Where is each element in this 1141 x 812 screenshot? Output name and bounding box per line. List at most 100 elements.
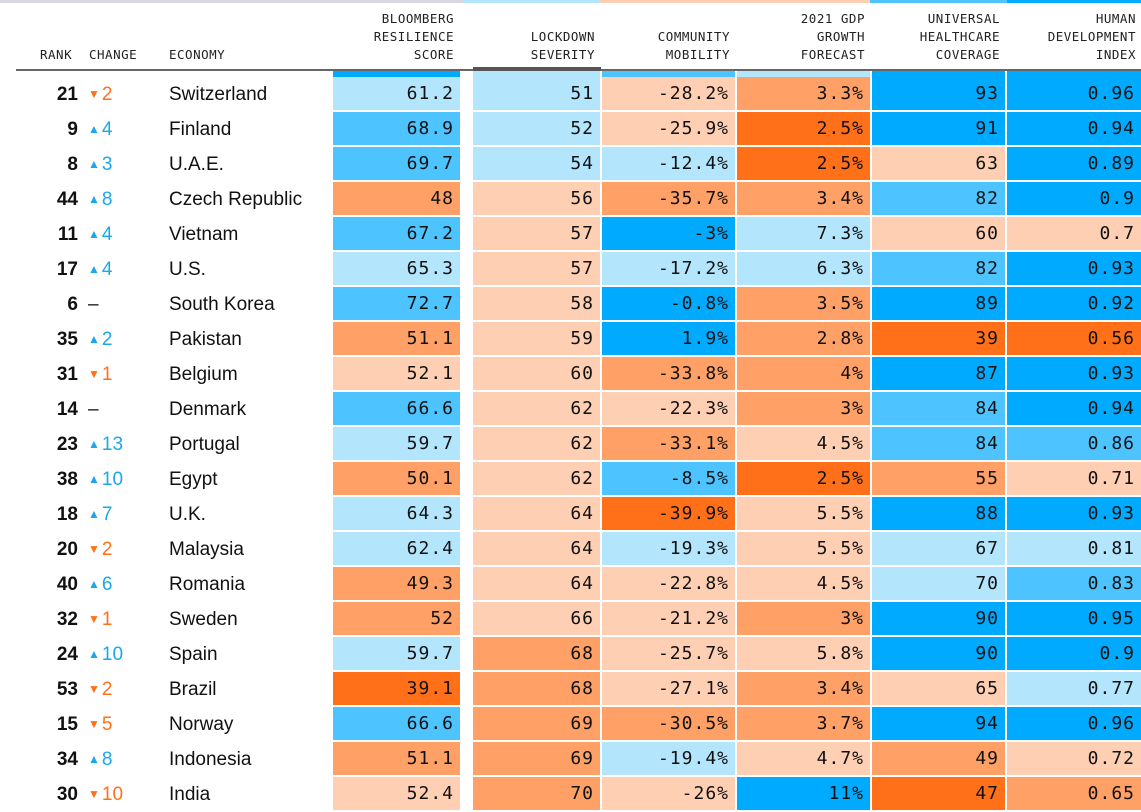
triangle-up-icon: ▲ — [88, 192, 100, 206]
table-row[interactable]: 20 ▼ 2 Malaysia 62.4 64 -19.3% 5.5% 67 0.81 — [0, 532, 1141, 567]
rank-change: ▼ 1 — [88, 357, 158, 392]
top-strip-segment — [870, 0, 1007, 3]
table-row[interactable]: 44 ▲ 8 Czech Republic 48 56 -35.7% 3.4% 82 0.9 — [0, 182, 1141, 217]
rank-change: ▲ 10 — [88, 462, 158, 497]
lockdown-severity-cell: 69 — [473, 707, 600, 740]
economy-name: Sweden — [169, 609, 238, 630]
triangle-down-icon: ▼ — [88, 542, 100, 556]
economy-name: Finland — [169, 119, 232, 140]
human-development-cell: 0.81 — [1007, 532, 1141, 565]
table-row[interactable]: 21 ▼ 2 Switzerland 61.2 51 -28.2% 3.3% 93 0.96 — [0, 77, 1141, 112]
rank-change: ▲ 8 — [88, 182, 158, 217]
gdp-forecast-cell: 4.5% — [737, 427, 870, 460]
resilience-score-cell: 49.3 — [333, 567, 460, 600]
header-gdp-forecast[interactable]: 2021 GDP GROWTH FORECAST — [800, 11, 865, 62]
resilience-score-cell: 62.4 — [333, 532, 460, 565]
triangle-down-icon: ▼ — [88, 787, 100, 801]
table-row[interactable]: 17 ▲ 4 U.S. 65.3 57 -17.2% 6.3% 82 0.93 — [0, 252, 1141, 287]
table-row[interactable]: 35 ▲ 2 Pakistan 51.1 59 1.9% 2.8% 39 0.56 — [0, 322, 1141, 357]
gdp-forecast-cell: 4.5% — [737, 567, 870, 600]
header-economy[interactable]: ECONOMY — [169, 47, 226, 62]
rank-change: ▲ 10 — [88, 637, 158, 672]
table-row[interactable]: 6– South Korea 72.7 58 -0.8% 3.5% 89 0.92 — [0, 287, 1141, 322]
rank-change: ▼ 1 — [88, 602, 158, 637]
rank-change: ▲ 7 — [88, 497, 158, 532]
gdp-forecast-cell: 2.5% — [737, 462, 870, 495]
table-row[interactable]: 9 ▲ 4 Finland 68.9 52 -25.9% 2.5% 91 0.94 — [0, 112, 1141, 147]
gdp-forecast-cell: 2.8% — [737, 322, 870, 355]
rank-change-value: 8 — [101, 749, 113, 770]
lockdown-severity-cell: 70 — [473, 777, 600, 810]
human-development-cell: 0.95 — [1007, 602, 1141, 635]
resilience-score-cell: 65.3 — [333, 252, 460, 285]
human-development-cell: 0.89 — [1007, 147, 1141, 180]
economy-name: Malaysia — [169, 539, 244, 560]
rank-value: 9 — [67, 119, 78, 140]
economy-name: Portugal — [169, 434, 240, 455]
rank-change-value: 2 — [101, 539, 113, 560]
rank-change-value: 4 — [101, 224, 113, 245]
rank-value: 20 — [56, 539, 78, 560]
community-mobility-cell: -35.7% — [602, 182, 735, 215]
header-human-development[interactable]: HUMAN DEVELOPMENT INDEX — [1047, 11, 1136, 62]
table-row[interactable]: 31 ▼ 1 Belgium 52.1 60 -33.8% 4% 87 0.93 — [0, 357, 1141, 392]
human-development-cell: 0.93 — [1007, 497, 1141, 530]
healthcare-coverage-cell: 93 — [872, 77, 1005, 110]
healthcare-coverage-cell: 63 — [872, 147, 1005, 180]
rank-change: ▼ 2 — [88, 77, 158, 112]
header-change[interactable]: CHANGE — [89, 47, 138, 62]
lockdown-severity-cell: 59 — [473, 322, 600, 355]
resilience-score-cell: 59.7 — [333, 427, 460, 460]
table-row[interactable]: 38 ▲ 10 Egypt 50.1 62 -8.5% 2.5% 55 0.71 — [0, 462, 1141, 497]
community-mobility-cell: -33.1% — [602, 427, 735, 460]
community-mobility-cell: -39.9% — [602, 497, 735, 530]
header-lockdown-severity[interactable]: LOCKDOWN SEVERITY — [530, 29, 595, 62]
healthcare-coverage-cell: 91 — [872, 112, 1005, 145]
table-row[interactable]: 8 ▲ 3 U.A.E. 69.7 54 -12.4% 2.5% 63 0.89 — [0, 147, 1141, 182]
table-row[interactable]: 30 ▼ 10 India 52.4 70 -26% 11% 47 0.65 — [0, 777, 1141, 812]
rank-value: 30 — [56, 784, 78, 805]
rank-change-value: 4 — [101, 259, 113, 280]
lockdown-severity-cell: 64 — [473, 497, 600, 530]
rank-change: ▲ 2 — [88, 322, 158, 357]
rank-change-value: 10 — [101, 469, 124, 490]
community-mobility-cell: -25.9% — [602, 112, 735, 145]
triangle-down-icon: ▼ — [88, 367, 100, 381]
top-strip-segment — [463, 0, 600, 3]
rank-change-value: 13 — [101, 434, 124, 455]
lockdown-severity-cell: 60 — [473, 357, 600, 390]
rank-change: ▲ 4 — [88, 252, 158, 287]
rank-change-value: 4 — [101, 119, 113, 140]
rank-change: ▲ 4 — [88, 217, 158, 252]
gdp-forecast-cell: 5.5% — [737, 497, 870, 530]
triangle-up-icon: ▲ — [88, 122, 100, 136]
table-row[interactable]: 53 ▼ 2 Brazil 39.1 68 -27.1% 3.4% 65 0.77 — [0, 672, 1141, 707]
gdp-forecast-cell: 5.8% — [737, 637, 870, 670]
table-row[interactable]: 24 ▲ 10 Spain 59.7 68 -25.7% 5.8% 90 0.9 — [0, 637, 1141, 672]
table-row[interactable]: 34 ▲ 8 Indonesia 51.1 69 -19.4% 4.7% 49 0.72 — [0, 742, 1141, 777]
resilience-score-cell: 51.1 — [333, 322, 460, 355]
human-development-cell: 0.7 — [1007, 217, 1141, 250]
header-healthcare-coverage[interactable]: UNIVERSAL HEALTHCARE COVERAGE — [919, 11, 1000, 62]
table-row[interactable]: 18 ▲ 7 U.K. 64.3 64 -39.9% 5.5% 88 0.93 — [0, 497, 1141, 532]
resilience-score-cell: 52.4 — [333, 777, 460, 810]
header-color-bar — [872, 71, 1005, 77]
table-row[interactable]: 23 ▲ 13 Portugal 59.7 62 -33.1% 4.5% 84 0.86 — [0, 427, 1141, 462]
table-row[interactable]: 14– Denmark 66.6 62 -22.3% 3% 84 0.94 — [0, 392, 1141, 427]
healthcare-coverage-cell: 60 — [872, 217, 1005, 250]
table-row[interactable]: 40 ▲ 6 Romania 49.3 64 -22.8% 4.5% 70 0.83 — [0, 567, 1141, 602]
table-row[interactable]: 11 ▲ 4 Vietnam 67.2 57 -3% 7.3% 60 0.7 — [0, 217, 1141, 252]
table-row[interactable]: 32 ▼ 1 Sweden 52 66 -21.2% 3% 90 0.95 — [0, 602, 1141, 637]
table-header: RANK CHANGE ECONOMY BLOOMBERG RESILIENCE… — [0, 0, 1141, 70]
table-row[interactable]: 15 ▼ 5 Norway 66.6 69 -30.5% 3.7% 94 0.96 — [0, 707, 1141, 742]
economy-name: Switzerland — [169, 84, 268, 105]
header-color-bar — [737, 71, 870, 77]
top-strip-segment — [600, 0, 735, 3]
gdp-forecast-cell: 3.5% — [737, 287, 870, 320]
lockdown-severity-cell: 54 — [473, 147, 600, 180]
rank-change-value: 1 — [101, 364, 113, 385]
header-resilience-score[interactable]: BLOOMBERG RESILIENCE SCORE — [373, 11, 454, 62]
header-community-mobility[interactable]: COMMUNITY MOBILITY — [657, 29, 730, 62]
economy-name: U.S. — [169, 259, 206, 280]
header-rank[interactable]: RANK — [40, 47, 73, 62]
